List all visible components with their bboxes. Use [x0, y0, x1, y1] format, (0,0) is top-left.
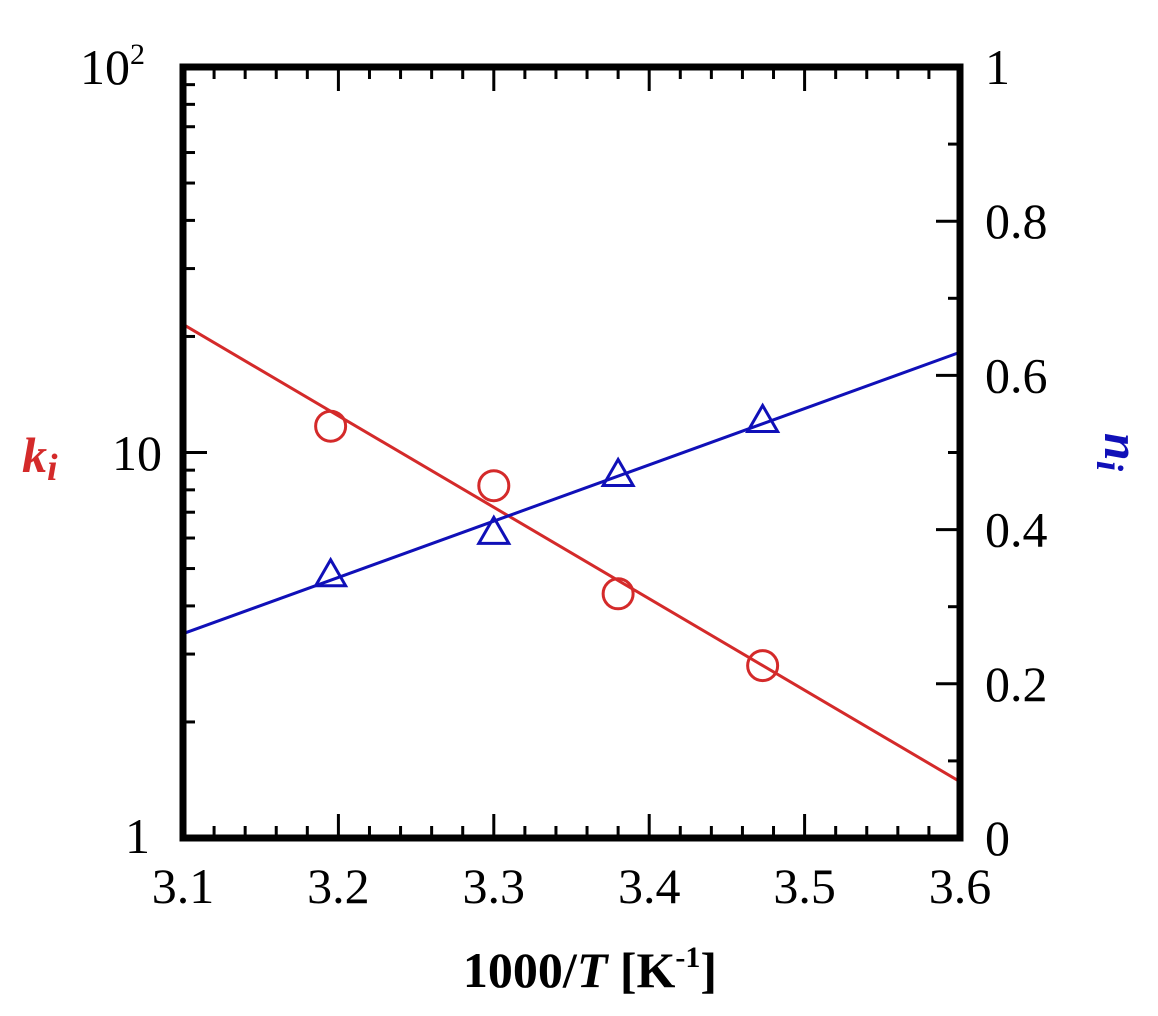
x-tick-label: 3.2 — [307, 858, 370, 914]
x-axis-title-var: T — [577, 942, 610, 998]
plot-frame — [179, 63, 964, 842]
y-right-axis-title: ni — [1088, 433, 1150, 472]
x-tick-label: 3.5 — [773, 858, 836, 914]
y-right-axis-title-var: n — [1094, 433, 1150, 461]
tick-marks — [181, 65, 962, 840]
y-left-tick-label-10: 10 — [112, 425, 162, 481]
tick-labels: 3.1 3.2 3.3 3.4 3.5 3.60 0.2 0.4 0.6 0.8 1 — [152, 39, 1048, 914]
y-left-tick-label-100-exp: 2 — [130, 38, 145, 71]
fit-line-triangle — [182, 350, 961, 636]
y-left-tick-label-100: 102 — [80, 38, 145, 95]
circle-marker — [601, 577, 635, 611]
x-axis-title-unit-close: ] — [700, 942, 717, 998]
circle-marker — [477, 469, 511, 503]
x-axis-title-prefix: 1000/ — [463, 942, 578, 998]
x-axis-title: 1000/T [K-1] — [463, 941, 717, 998]
y-right-tick-label: 0.6 — [985, 347, 1048, 403]
circle-marker — [314, 409, 348, 443]
triangle-marker — [600, 456, 636, 488]
y-right-tick-label: 0.2 — [985, 656, 1048, 712]
y-left-tick-label-1: 1 — [125, 808, 150, 864]
data-markers — [313, 402, 781, 683]
x-axis-title-unit-exp: -1 — [675, 941, 700, 974]
x-tick-label: 3.3 — [463, 858, 526, 914]
fit-lines — [182, 323, 961, 783]
triangle-marker — [745, 402, 781, 434]
y-left-tick-label-100-base: 10 — [80, 39, 130, 95]
y-left-axis-title: ki — [22, 427, 58, 489]
y-right-tick-label: 0.4 — [985, 502, 1048, 558]
triangle-marker — [313, 556, 349, 588]
y-left-axis-title-var: k — [22, 427, 47, 483]
y-right-axis-title-sub: i — [1088, 461, 1130, 472]
x-tick-label: 3.1 — [152, 858, 215, 914]
y-right-tick-label: 0 — [985, 810, 1010, 866]
x-tick-label: 3.6 — [929, 858, 992, 914]
triangle-marker — [476, 514, 512, 545]
fit-line-circle — [182, 323, 961, 783]
y-left-axis-title-sub: i — [47, 447, 58, 489]
y-right-tick-label: 1 — [985, 39, 1010, 95]
x-axis-title-unit-open: [K — [607, 942, 675, 998]
circle-marker — [746, 649, 780, 683]
x-tick-label: 3.4 — [618, 858, 681, 914]
y-right-tick-label: 0.8 — [985, 193, 1048, 249]
